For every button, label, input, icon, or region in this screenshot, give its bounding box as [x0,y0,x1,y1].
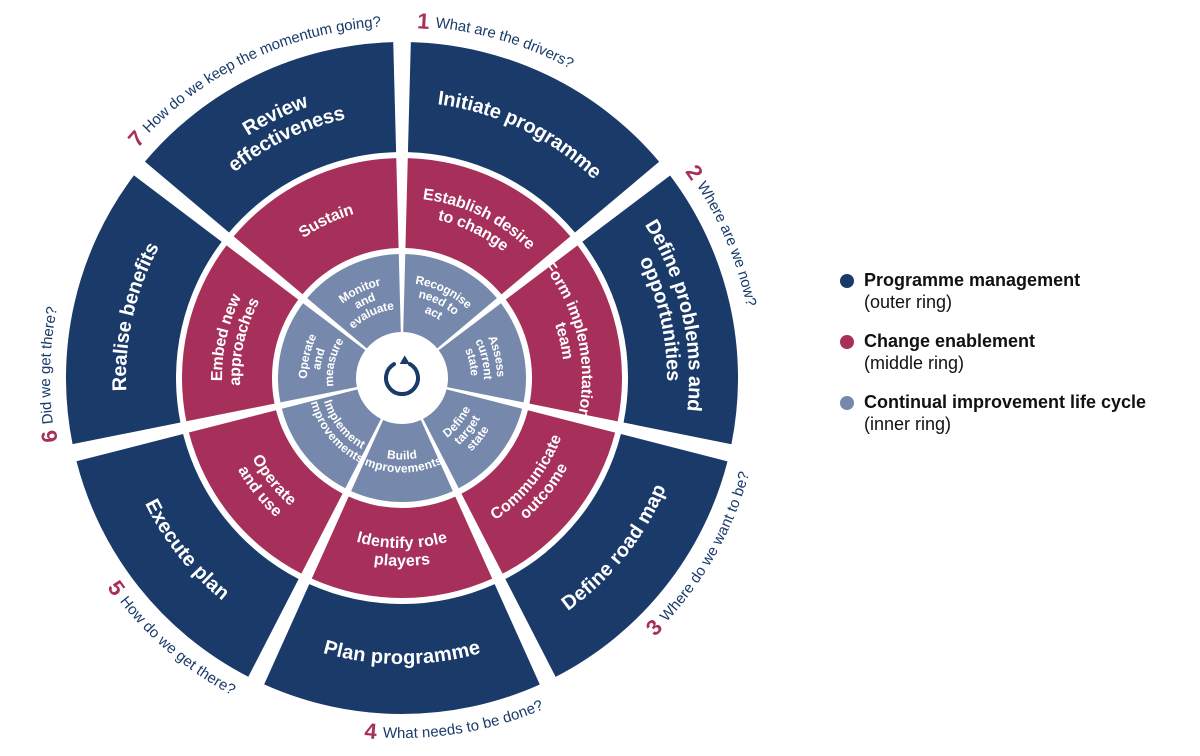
question-label-6: 6 Did we get there? [35,305,63,444]
legend-subtitle: (inner ring) [864,414,1146,436]
legend-subtitle: (middle ring) [864,353,1035,375]
legend-text: Continual improvement life cycle (inner … [864,392,1146,435]
legend-text: Change enablement (middle ring) [864,331,1035,374]
legend-dot-icon [840,274,854,288]
core-circle [370,346,434,410]
legend-subtitle: (outer ring) [864,292,1080,314]
diagram-stage: Initiate programmeEstablish desireto cha… [0,0,1200,756]
legend: Programme management (outer ring) Change… [840,270,1190,454]
legend-item-middle: Change enablement (middle ring) [840,331,1190,374]
legend-item-inner: Continual improvement life cycle (inner … [840,392,1190,435]
legend-item-outer: Programme management (outer ring) [840,270,1190,313]
legend-title: Change enablement [864,331,1035,353]
legend-text: Programme management (outer ring) [864,270,1080,313]
lifecycle-wheel: Initiate programmeEstablish desireto cha… [24,0,780,756]
legend-title: Continual improvement life cycle [864,392,1146,414]
inner-label-4: Build [386,447,418,462]
legend-title: Programme management [864,270,1080,292]
legend-dot-icon [840,335,854,349]
middle-label-4: players [373,551,431,570]
legend-dot-icon [840,396,854,410]
